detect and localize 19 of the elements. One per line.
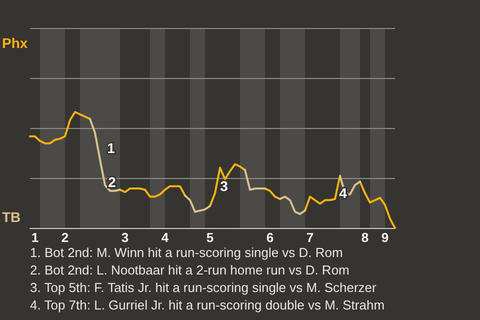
text: 4. Top 7th: L. Gurriel Jr. hit a run-scoring double vs M. Strahm [30,298,385,312]
annotation: 3 [220,178,228,194]
x-tick-label: 1 [31,230,39,245]
x-tick-label: 3 [121,230,129,245]
x-tick-label: 6 [266,230,274,245]
x-tick-label: 8 [361,230,369,245]
text: 3. Top 5th: F. Tatis Jr. hit a run-scoring single vs M. Scherzer [30,280,378,295]
text: Phx [2,35,28,51]
x-tick-label: 5 [206,230,214,245]
text: 1. Bot 2nd: M. Winn hit a run-scoring single vs D. Rom [30,245,343,260]
annotation: 1 [107,140,116,156]
x-tick-label: 9 [381,230,389,245]
x-tick-label: 4 [161,230,170,245]
text: TB [2,209,21,225]
text: 2. Bot 2nd: L. Nootbaar hit a 2-run home run vs D. Rom [30,262,350,278]
x-tick-label: 7 [306,230,314,245]
annotation: 4 [339,185,348,201]
annotation: 2 [108,174,116,190]
x-tick-label: 2 [61,230,69,245]
